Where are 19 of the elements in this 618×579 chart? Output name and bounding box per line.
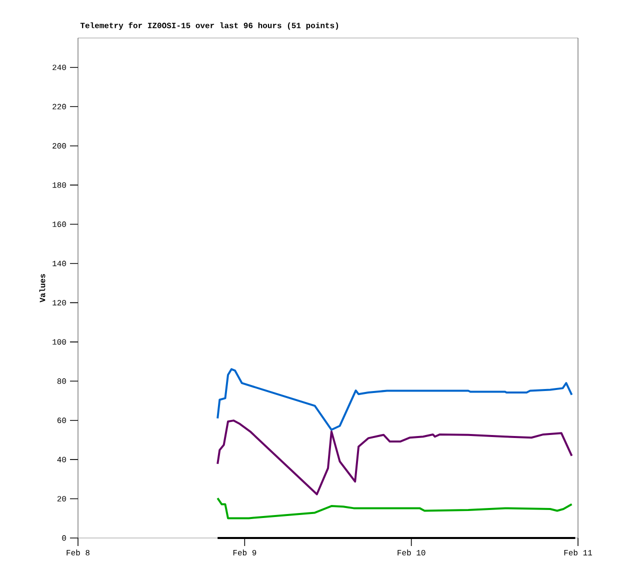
y-tick-label: 220 [52, 104, 66, 110]
y-tick-label: 100 [52, 339, 66, 345]
y-tick-label: 0 [62, 535, 66, 541]
y-tick-label: 40 [57, 456, 66, 462]
y-tick-label: 160 [52, 222, 66, 227]
y-tick-label: 240 [52, 64, 66, 70]
y-axis-title: Values [39, 274, 46, 302]
y-tick-label: 60 [57, 418, 66, 424]
x-tick-label: Feb 11 [564, 550, 592, 556]
y-tick-label: 200 [52, 143, 66, 149]
x-tick-label: Feb 8 [66, 550, 90, 556]
x-tick-label: Feb 9 [233, 550, 256, 556]
y-tick-label: 180 [52, 182, 66, 188]
chart-title: Telemetry for IZ0OSI-15 over last 96 hours (51 points) [80, 22, 338, 30]
y-tick-label: 140 [52, 260, 66, 266]
x-tick-label: Feb 10 [398, 550, 426, 556]
y-tick-label: 20 [57, 496, 66, 502]
y-tick-label: 120 [52, 300, 66, 306]
y-tick-label: 80 [57, 378, 66, 384]
